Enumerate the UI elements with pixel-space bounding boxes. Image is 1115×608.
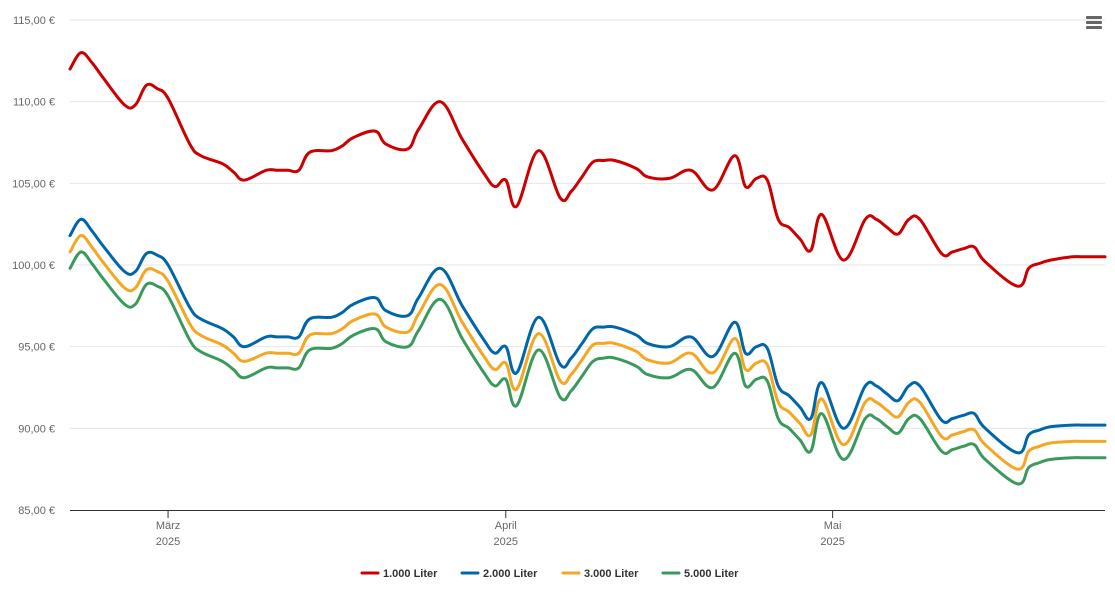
y-tick-label: 110,00 € — [13, 97, 55, 109]
x-axis: März 2025 April 2025 Mai 2025 — [70, 510, 1105, 548]
legend-label[interactable]: 2.000 Liter — [483, 568, 538, 580]
legend-item[interactable]: 1.000 Liter — [360, 568, 438, 580]
x-tick-label-year: 2025 — [494, 536, 518, 548]
series-line-4[interactable] — [68, 250, 1107, 486]
series-line-3[interactable] — [68, 234, 1107, 471]
y-tick-label: 95,00 € — [18, 342, 55, 354]
y-tick-label: 105,00 € — [12, 178, 55, 190]
x-tick-label-month: April — [495, 520, 517, 532]
legend-item[interactable]: 3.000 Liter — [561, 568, 639, 580]
menu-button[interactable] — [1082, 12, 1106, 34]
legend-item[interactable]: 5.000 Liter — [661, 568, 739, 580]
y-tick-label: 115,00 € — [13, 15, 55, 27]
x-tick-label-month: Mai — [824, 520, 842, 532]
series-line-1[interactable] — [68, 51, 1107, 288]
hamburger-icon[interactable] — [1086, 16, 1102, 29]
legend-item[interactable]: 2.000 Liter — [460, 568, 538, 580]
y-tick-label: 85,00 € — [18, 505, 55, 517]
series-line-2[interactable] — [68, 217, 1107, 455]
legend-label[interactable]: 3.000 Liter — [584, 568, 639, 580]
legend[interactable]: 1.000 Liter 2.000 Liter 3.000 Liter 5.000 L… — [360, 568, 739, 580]
x-tick-label-year: 2025 — [820, 536, 844, 548]
legend-label[interactable]: 1.000 Liter — [383, 568, 438, 580]
x-tick-label-year: 2025 — [156, 536, 180, 548]
series-lines — [68, 51, 1107, 486]
x-tick-label-month: März — [156, 520, 180, 532]
legend-label[interactable]: 5.000 Liter — [684, 568, 739, 580]
y-axis: 85,00 € 90,00 € 95,00 € 100,00 € 105,00 € 110… — [12, 15, 55, 517]
y-tick-label: 100,00 € — [12, 260, 55, 272]
y-tick-label: 90,00 € — [18, 423, 55, 435]
